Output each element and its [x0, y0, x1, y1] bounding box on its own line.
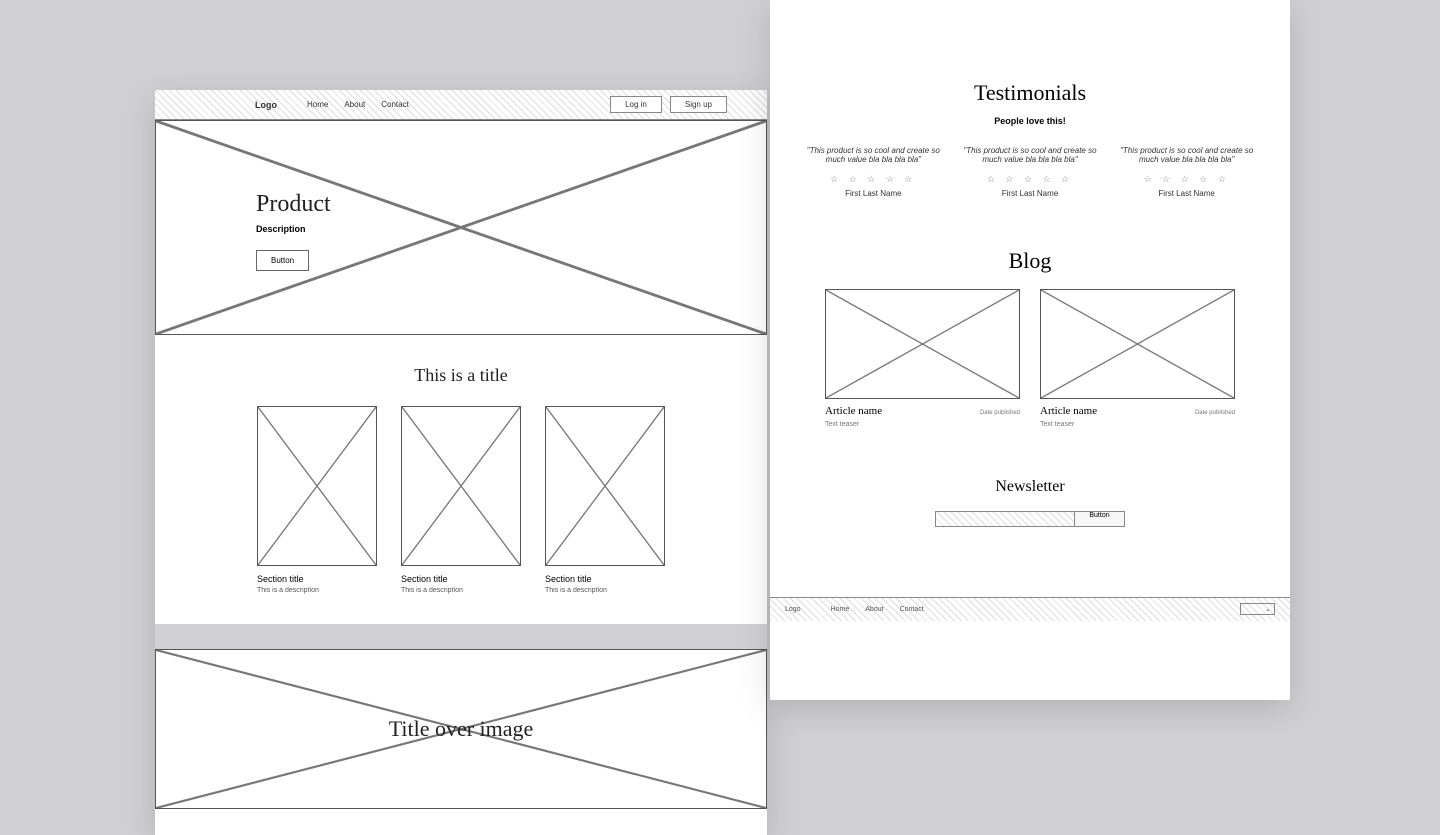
nav-home[interactable]: Home	[307, 100, 328, 109]
blog-card[interactable]: Article name Date published Text teaser	[1040, 289, 1235, 428]
hero-image-placeholder: Product Description Button	[155, 120, 767, 335]
article-teaser: Text teaser	[1040, 421, 1235, 428]
overlay-title: Title over image	[156, 650, 766, 808]
article-name: Article name	[825, 405, 882, 417]
feature-desc: This is a description	[257, 587, 377, 594]
hero-description: Description	[256, 224, 331, 234]
wireframe-page-top: Logo Home About Contact Log in Sign up P…	[155, 90, 767, 835]
testimonial-quote: "This product is so cool and create so m…	[803, 146, 943, 164]
wireframe-page-bottom: Testimonials People love this! "This pro…	[770, 0, 1290, 700]
image-placeholder	[1040, 289, 1235, 399]
overlay-hero-placeholder: Title over image	[155, 649, 767, 809]
blog-title: Blog	[780, 248, 1280, 274]
article-date: Date published	[980, 410, 1020, 416]
login-button[interactable]: Log in	[610, 96, 662, 113]
testimonial-quote: "This product is so cool and create so m…	[960, 146, 1100, 164]
testimonials-title: Testimonials	[800, 80, 1260, 106]
testimonial-quote: "This product is so cool and create so m…	[1117, 146, 1257, 164]
image-placeholder	[401, 406, 521, 566]
nav-contact[interactable]: Contact	[381, 100, 409, 109]
image-placeholder	[257, 406, 377, 566]
testimonial-card: "This product is so cool and create so m…	[1117, 146, 1257, 198]
testimonials-subtitle: People love this!	[800, 116, 1260, 126]
newsletter-title: Newsletter	[770, 478, 1290, 496]
article-name: Article name	[1040, 405, 1097, 417]
image-placeholder	[545, 406, 665, 566]
blog-section: Blog Article name Date published Text te…	[770, 228, 1290, 448]
hero-title: Product	[256, 191, 331, 218]
star-rating: ☆ ☆ ☆ ☆ ☆	[960, 174, 1100, 185]
testimonials-section: Testimonials People love this! "This pro…	[770, 0, 1290, 228]
nav-about[interactable]: About	[344, 100, 365, 109]
testimonial-name: First Last Name	[803, 189, 943, 198]
testimonial-card: "This product is so cool and create so m…	[803, 146, 943, 198]
image-placeholder	[825, 289, 1020, 399]
testimonial-card: "This product is so cool and create so m…	[960, 146, 1100, 198]
newsletter-submit-button[interactable]: Button	[1075, 511, 1124, 527]
footer-nav-contact[interactable]: Contact	[900, 606, 924, 613]
hero-cta-button[interactable]: Button	[256, 250, 309, 271]
star-rating: ☆ ☆ ☆ ☆ ☆	[803, 174, 943, 185]
article-teaser: Text teaser	[825, 421, 1020, 428]
testimonial-name: First Last Name	[1117, 189, 1257, 198]
feature-title: Section title	[545, 574, 665, 584]
signup-button[interactable]: Sign up	[670, 96, 727, 113]
header: Logo Home About Contact Log in Sign up	[155, 90, 767, 120]
language-dropdown[interactable]: ⌄	[1240, 603, 1275, 615]
feature-title: Section title	[401, 574, 521, 584]
newsletter-email-input[interactable]	[935, 511, 1075, 527]
feature-desc: This is a description	[401, 587, 521, 594]
star-rating: ☆ ☆ ☆ ☆ ☆	[1117, 174, 1257, 185]
logo[interactable]: Logo	[255, 100, 277, 110]
feature-card: Section title This is a description	[401, 406, 521, 594]
footer-nav-about[interactable]: About	[865, 606, 883, 613]
features-section: This is a title Section title This is a …	[155, 335, 767, 624]
feature-title: Section title	[257, 574, 377, 584]
feature-card: Section title This is a description	[545, 406, 665, 594]
features-title: This is a title	[195, 365, 727, 386]
hero-content: Product Description Button	[256, 191, 331, 271]
footer-nav-home[interactable]: Home	[831, 606, 850, 613]
feature-desc: This is a description	[545, 587, 665, 594]
testimonial-name: First Last Name	[960, 189, 1100, 198]
footer-logo[interactable]: Logo	[785, 606, 801, 613]
blog-card[interactable]: Article name Date published Text teaser	[825, 289, 1020, 428]
footer: Logo Home About Contact ⌄	[770, 597, 1290, 621]
newsletter-section: Newsletter Button	[770, 448, 1290, 567]
article-date: Date published	[1195, 410, 1235, 416]
chevron-down-icon: ⌄	[1265, 605, 1271, 613]
feature-card: Section title This is a description	[257, 406, 377, 594]
